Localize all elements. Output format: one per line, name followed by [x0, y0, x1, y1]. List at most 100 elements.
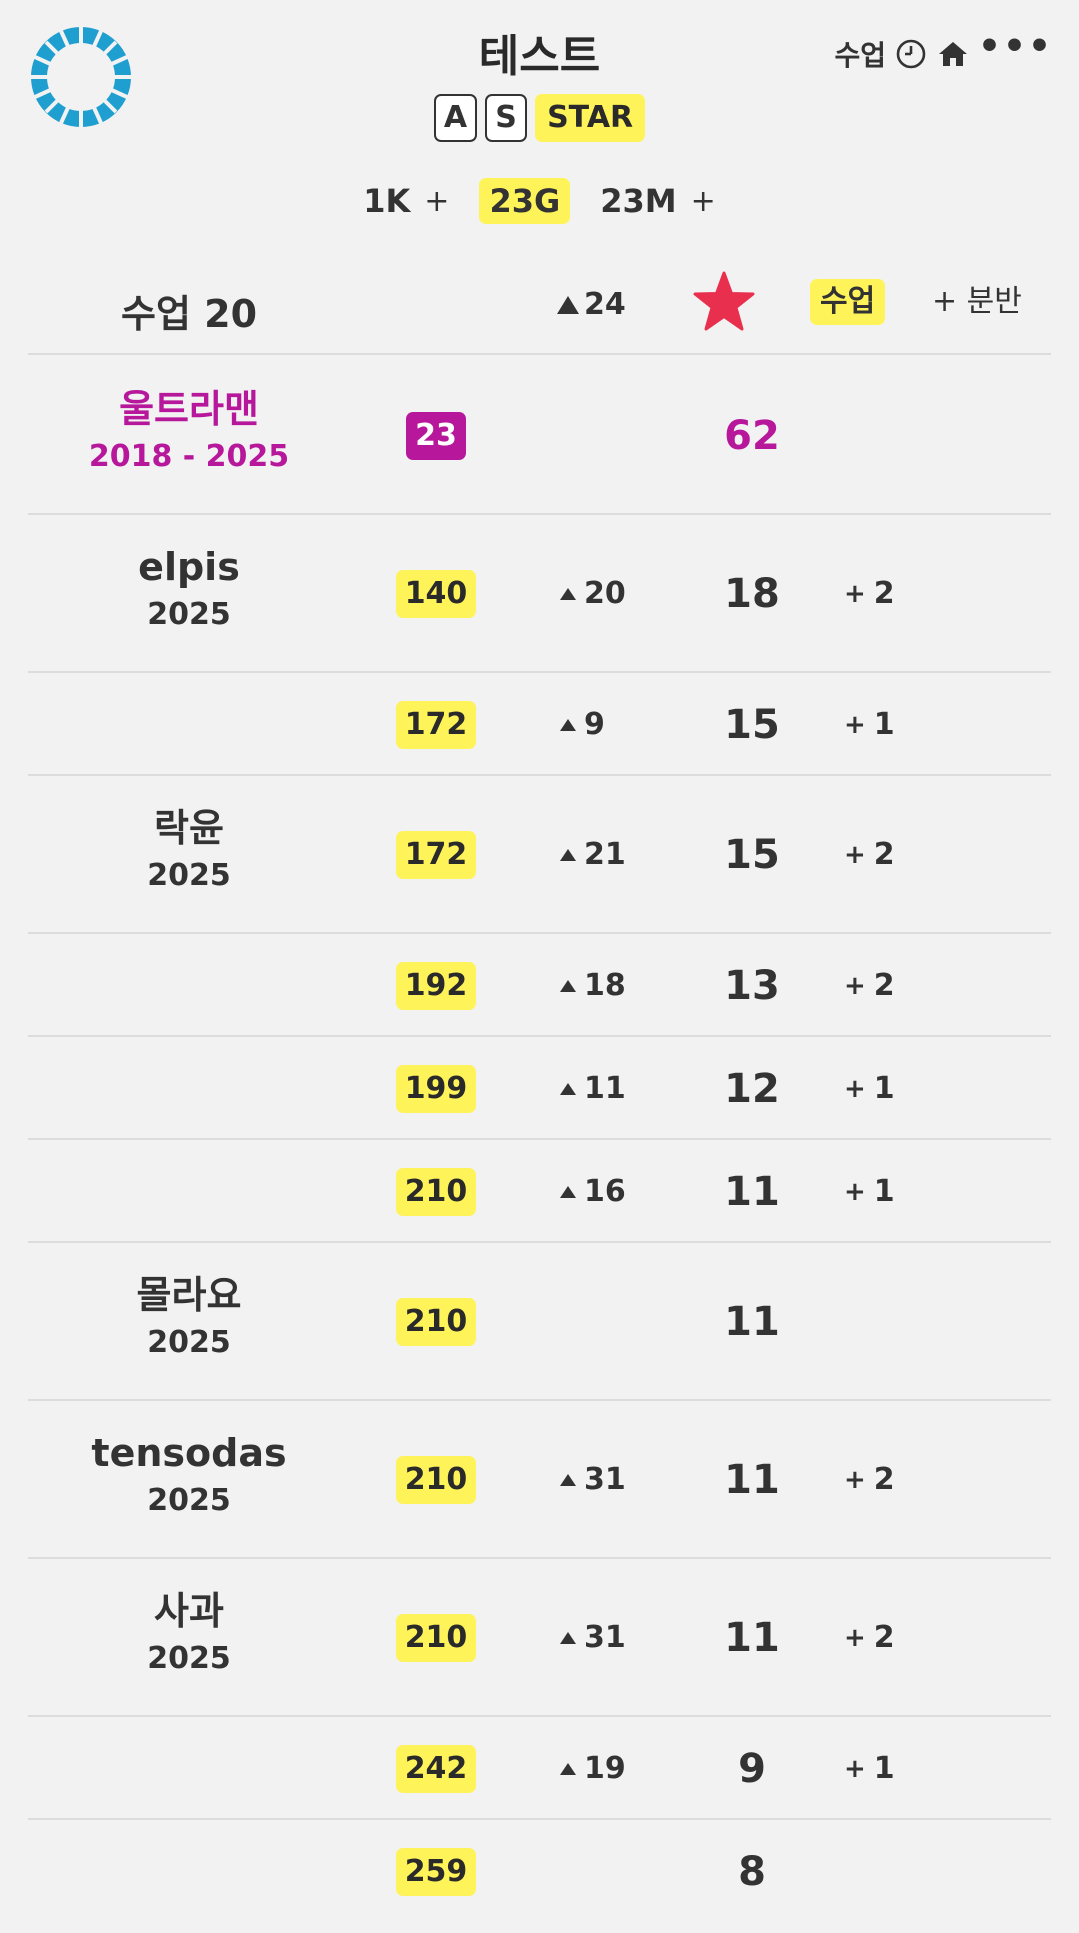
row-extra-value: 2: [873, 837, 895, 872]
plus-icon: +: [844, 971, 866, 1001]
row-year: 2025: [147, 1641, 231, 1676]
row-rise: 21: [560, 831, 680, 879]
table-row[interactable]: elpis 2025 140 20 18 +2: [28, 515, 1051, 673]
row-rise-value: 31: [584, 1620, 626, 1655]
up-triangle-icon: [560, 1474, 576, 1486]
row-title: elpis: [138, 545, 240, 589]
chip-a[interactable]: A: [433, 94, 478, 142]
row-extra: +2: [844, 962, 895, 1010]
row-rise: 19: [560, 1745, 680, 1793]
rise-header-value: 24: [584, 287, 626, 322]
stat-23m-plus: +: [690, 183, 716, 219]
row-extra: +2: [844, 831, 895, 879]
top-right-actions: 수업 •••: [834, 26, 1053, 74]
row-rise-value: 20: [584, 576, 626, 611]
row-number-badge: 199: [396, 1065, 476, 1113]
row-extra-value: 1: [873, 1751, 895, 1786]
column-header: 수업 20 24 수업 + 분반: [28, 265, 1051, 355]
row-extra: +2: [844, 570, 895, 618]
row-rise: 20: [560, 570, 680, 618]
stat-23m-value: 23M: [600, 182, 677, 220]
stat-1k[interactable]: 1K +: [363, 182, 449, 220]
row-number-badge: 210: [396, 1168, 476, 1216]
table-row[interactable]: 몰라요 2025 210 11: [28, 1243, 1051, 1401]
row-name: 몰라요 2025: [28, 1271, 350, 1367]
up-triangle-icon: [560, 588, 576, 600]
row-star-count: 12: [724, 1066, 780, 1112]
row-star-count: 62: [724, 413, 780, 459]
star-icon[interactable]: [692, 271, 756, 333]
table-row[interactable]: 울트라맨 2018 - 2025 23 62: [28, 357, 1051, 515]
row-rise: 31: [560, 1614, 680, 1662]
table-row[interactable]: 락윤 2025 172 21 15 +2: [28, 776, 1051, 934]
row-number-badge: 259: [396, 1848, 476, 1896]
row-number-badge: 140: [396, 570, 476, 618]
plus-icon: +: [844, 1177, 866, 1207]
row-name: tensodas 2025: [28, 1429, 350, 1525]
row-rise-value: 9: [584, 707, 605, 742]
row-extra: +2: [844, 1456, 895, 1504]
table-row[interactable]: tensodas 2025 210 31 11 +2: [28, 1401, 1051, 1559]
stat-23m[interactable]: 23M +: [600, 182, 716, 220]
row-star-count: 11: [724, 1615, 780, 1661]
row-star-count: 18: [724, 571, 780, 617]
row-year: 2025: [147, 1325, 231, 1360]
plus-icon: +: [844, 1754, 866, 1784]
row-extra-value: 1: [873, 1071, 895, 1106]
table-row[interactable]: 242 19 9 +1: [28, 1717, 1051, 1820]
table-row[interactable]: 210 16 11 +1: [28, 1140, 1051, 1243]
row-number-badge: 210: [396, 1456, 476, 1504]
up-triangle-icon: [560, 719, 576, 731]
row-extra: +2: [844, 1614, 895, 1662]
table-row[interactable]: 172 9 15 +1: [28, 673, 1051, 776]
row-extra-value: 2: [873, 1462, 895, 1497]
rise-header[interactable]: 24: [556, 287, 626, 322]
row-title: 사과: [154, 1589, 224, 1633]
row-rise-value: 16: [584, 1174, 626, 1209]
row-star-count: 11: [724, 1169, 780, 1215]
stat-23g[interactable]: 23G: [479, 178, 571, 224]
row-year: 2025: [147, 858, 231, 893]
row-title: 울트라맨: [119, 387, 259, 431]
row-rise: 31: [560, 1456, 680, 1504]
row-year: 2025: [147, 597, 231, 632]
add-section-button[interactable]: + 분반: [932, 284, 1022, 319]
row-rise-value: 31: [584, 1462, 626, 1497]
row-star-count: 11: [724, 1299, 780, 1345]
row-number-badge: 210: [396, 1298, 476, 1346]
row-extra: +1: [844, 1745, 895, 1793]
plus-icon: +: [844, 710, 866, 740]
home-icon[interactable]: [936, 37, 970, 71]
up-triangle-icon: [557, 295, 579, 314]
table-row[interactable]: 사과 2025 210 31 11 +2: [28, 1559, 1051, 1717]
row-star-count: 11: [724, 1457, 780, 1503]
row-rise-value: 18: [584, 968, 626, 1003]
more-icon[interactable]: •••: [977, 26, 1053, 67]
logo-icon[interactable]: [28, 24, 134, 130]
row-number-badge: 210: [396, 1614, 476, 1662]
row-name: 사과 2025: [28, 1587, 350, 1683]
row-extra-value: 2: [873, 576, 895, 611]
row-rise: 18: [560, 962, 680, 1010]
row-number-badge: 242: [396, 1745, 476, 1793]
class-badge[interactable]: 수업: [810, 279, 886, 325]
row-year: 2018 - 2025: [88, 439, 290, 474]
class-link[interactable]: 수업: [834, 39, 886, 72]
clock-icon[interactable]: [894, 37, 928, 71]
row-extra: +1: [844, 1168, 895, 1216]
row-star-count: 15: [724, 702, 780, 748]
row-number-badge: 192: [396, 962, 476, 1010]
table-row[interactable]: 259 8: [28, 1820, 1051, 1923]
row-rise-value: 19: [584, 1751, 626, 1786]
plus-icon: +: [844, 1465, 866, 1495]
table-row[interactable]: 199 11 12 +1: [28, 1037, 1051, 1140]
class-count-label[interactable]: 수업 20: [120, 292, 258, 336]
row-number-badge: 172: [396, 831, 476, 879]
row-extra-value: 2: [873, 968, 895, 1003]
chip-s[interactable]: S: [485, 94, 528, 142]
row-rise: 11: [560, 1065, 680, 1113]
table-row[interactable]: 192 18 13 +2: [28, 934, 1051, 1037]
star-chip[interactable]: STAR: [535, 94, 646, 142]
row-number-badge: 172: [396, 701, 476, 749]
row-name: 울트라맨 2018 - 2025: [28, 385, 350, 481]
